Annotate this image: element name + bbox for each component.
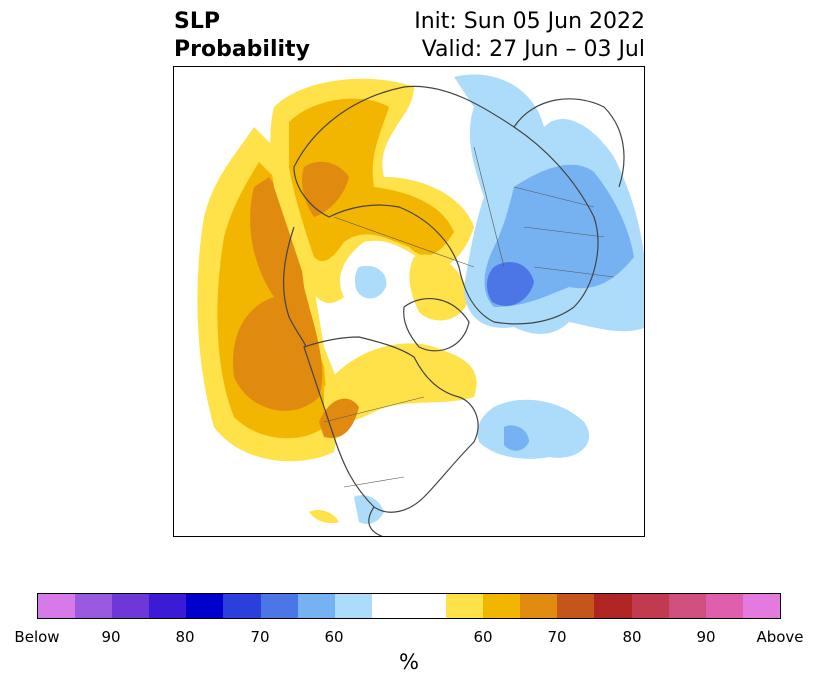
tick-below-90: 90: [101, 628, 121, 646]
border-europe-grid: [513, 186, 615, 278]
colorbar-segment: [334, 594, 372, 618]
colorbar-segment: [483, 594, 521, 618]
colorbar-segment: [520, 594, 558, 618]
map-svg: [197, 74, 644, 536]
chart-title-left: SLP Probability: [174, 8, 310, 64]
tick-above-90: 90: [696, 628, 716, 646]
above-region-pacific-dark: [233, 177, 323, 411]
colorbar-segment: [668, 594, 706, 618]
tick-above-70: 70: [547, 628, 567, 646]
coastline-north-america: [303, 336, 479, 513]
border-russia-west: [473, 146, 505, 268]
colorbar: [37, 593, 781, 619]
tick-below-60: 60: [324, 628, 344, 646]
colorbar-segment: [631, 594, 669, 618]
colorbar-segment: [557, 594, 595, 618]
below-region-arctic-small: [355, 265, 387, 299]
below-region-atlantic: [477, 399, 590, 459]
coastline-eurasia: [293, 85, 599, 325]
above-region-siberia-mid: [289, 98, 454, 262]
above-region-siberia-dark: [302, 161, 349, 217]
colorbar-segment: [223, 594, 261, 618]
colorbar-segment: [38, 594, 76, 618]
chart-title-right: Init: Sun 05 Jun 2022 Valid: 27 Jun – 03…: [414, 8, 645, 64]
above-region-canada: [324, 343, 477, 423]
colorbar-segment: [112, 594, 150, 618]
tick-below-70: 70: [250, 628, 270, 646]
below-region-atlantic-mid: [504, 425, 529, 451]
title-line-2: Probability: [174, 37, 310, 62]
title-line-1: SLP: [174, 9, 220, 34]
below-region-florida: [354, 495, 384, 524]
colorbar-segment: [446, 594, 484, 618]
colorbar-segment: [594, 594, 632, 618]
valid-range: Valid: 27 Jun – 03 Jul: [421, 37, 645, 62]
tick-below: Below: [14, 628, 60, 646]
below-region-eurasia-dark: [486, 262, 534, 306]
border-usa-mexico: [343, 476, 405, 488]
init-date: Init: Sun 05 Jun 2022: [414, 9, 645, 34]
borders: [323, 146, 615, 488]
coastline-alaska: [282, 226, 306, 348]
colorbar-segment: [260, 594, 298, 618]
colorbar-segment: [186, 594, 224, 618]
colorbar-segment: [705, 594, 743, 618]
colorbar-unit-label: %: [399, 650, 419, 674]
colorbar-segment: [371, 594, 447, 618]
tick-above: Above: [756, 628, 804, 646]
tick-below-80: 80: [175, 628, 195, 646]
tick-above-60: 60: [473, 628, 493, 646]
colorbar-segment: [742, 594, 780, 618]
colorbar-segment: [149, 594, 187, 618]
above-region-mexico: [309, 510, 339, 524]
coastline-greenland: [403, 298, 470, 352]
coastline-europe: [513, 98, 625, 188]
colorbar-segment: [75, 594, 113, 618]
border-canada-usa: [323, 396, 425, 423]
above-region-greenland: [409, 254, 469, 321]
coastline-central-america: [368, 506, 384, 536]
colorbar-segment: [297, 594, 335, 618]
tick-above-80: 80: [622, 628, 642, 646]
border-russia-south: [333, 216, 475, 268]
coastlines: [282, 85, 625, 536]
probability-map: [173, 66, 645, 537]
